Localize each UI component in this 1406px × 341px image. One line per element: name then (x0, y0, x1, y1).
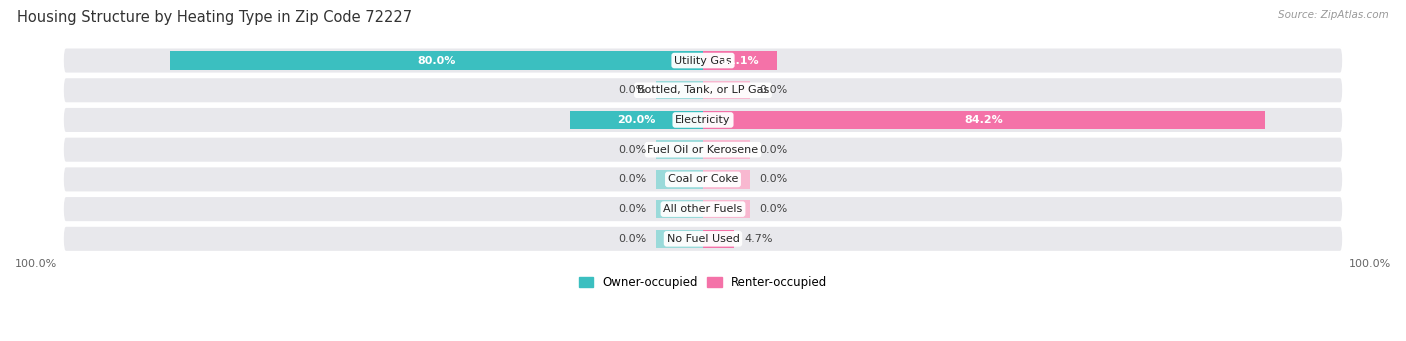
Text: 0.0%: 0.0% (619, 145, 647, 155)
Text: All other Fuels: All other Fuels (664, 204, 742, 214)
Bar (657, 170, 703, 189)
Text: Coal or Coke: Coal or Coke (668, 174, 738, 184)
Text: Fuel Oil or Kerosene: Fuel Oil or Kerosene (647, 145, 759, 155)
Text: 0.0%: 0.0% (619, 85, 647, 95)
FancyBboxPatch shape (63, 137, 1343, 163)
Text: No Fuel Used: No Fuel Used (666, 234, 740, 244)
Bar (657, 81, 703, 100)
Bar (657, 229, 703, 248)
FancyBboxPatch shape (63, 166, 1343, 192)
Text: 0.0%: 0.0% (759, 174, 787, 184)
Bar (569, 111, 703, 129)
Text: Bottled, Tank, or LP Gas: Bottled, Tank, or LP Gas (637, 85, 769, 95)
FancyBboxPatch shape (63, 107, 1343, 133)
Text: 4.7%: 4.7% (744, 234, 773, 244)
Text: 11.1%: 11.1% (721, 56, 759, 65)
Text: 20.0%: 20.0% (617, 115, 655, 125)
FancyBboxPatch shape (63, 196, 1343, 222)
Text: Source: ZipAtlas.com: Source: ZipAtlas.com (1278, 10, 1389, 20)
Bar (703, 229, 734, 248)
Bar (703, 140, 749, 159)
Text: Electricity: Electricity (675, 115, 731, 125)
Bar (170, 51, 703, 70)
Text: 0.0%: 0.0% (619, 204, 647, 214)
Bar (703, 200, 749, 218)
Bar (703, 170, 749, 189)
FancyBboxPatch shape (63, 226, 1343, 252)
Text: 84.2%: 84.2% (965, 115, 1002, 125)
Bar (703, 51, 778, 70)
Text: 80.0%: 80.0% (418, 56, 456, 65)
Text: 0.0%: 0.0% (619, 234, 647, 244)
Text: Housing Structure by Heating Type in Zip Code 72227: Housing Structure by Heating Type in Zip… (17, 10, 412, 25)
Text: 0.0%: 0.0% (759, 204, 787, 214)
Bar (657, 140, 703, 159)
Legend: Owner-occupied, Renter-occupied: Owner-occupied, Renter-occupied (574, 271, 832, 294)
Bar (703, 81, 749, 100)
Text: 0.0%: 0.0% (759, 85, 787, 95)
Text: Utility Gas: Utility Gas (675, 56, 731, 65)
Text: 0.0%: 0.0% (759, 145, 787, 155)
Text: 0.0%: 0.0% (619, 174, 647, 184)
Bar (703, 111, 1264, 129)
Bar (657, 200, 703, 218)
FancyBboxPatch shape (63, 47, 1343, 74)
FancyBboxPatch shape (63, 77, 1343, 103)
